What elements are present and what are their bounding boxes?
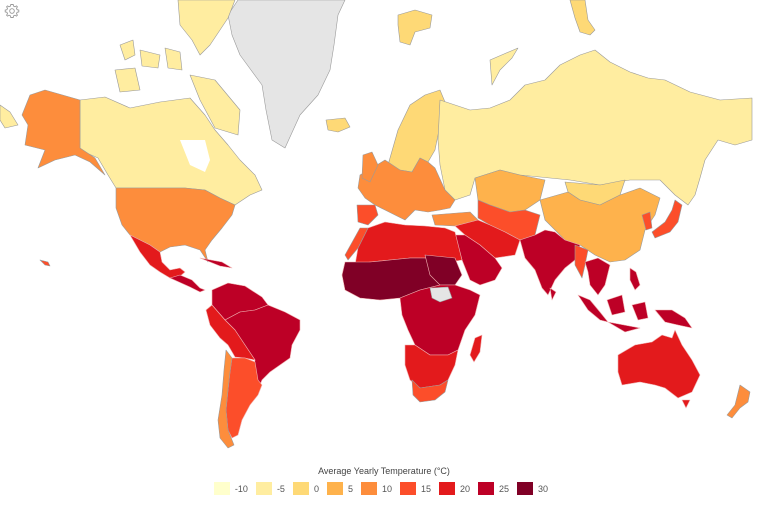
region-south-sudan[interactable] — [429, 286, 453, 303]
settings-gear-button[interactable] — [4, 3, 20, 19]
legend-label: -5 — [276, 483, 285, 494]
gear-icon — [4, 4, 20, 18]
region-canada-island-2[interactable] — [119, 39, 136, 61]
legend-item[interactable]: 0 — [292, 482, 319, 495]
legend-item[interactable]: 10 — [360, 482, 392, 495]
region-aleutians[interactable] — [0, 104, 19, 129]
legend-item[interactable]: -5 — [255, 482, 285, 495]
legend-swatch — [360, 482, 377, 495]
region-iceland[interactable] — [325, 117, 351, 133]
legend-swatch — [292, 482, 309, 495]
legend-label: 25 — [499, 483, 510, 494]
region-indonesia[interactable] — [577, 294, 649, 333]
legend-swatch — [213, 482, 230, 495]
region-svalbard[interactable] — [397, 9, 433, 46]
region-new-zealand[interactable] — [726, 384, 751, 419]
region-korea[interactable] — [641, 211, 653, 231]
legend-label: 0 — [313, 483, 319, 494]
region-tasmania[interactable] — [681, 399, 691, 409]
legend-item[interactable]: 5 — [326, 482, 353, 495]
legend-swatch — [400, 482, 416, 495]
region-india[interactable] — [519, 229, 581, 296]
region-canada-island-3[interactable] — [139, 49, 161, 69]
region-morocco[interactable] — [344, 227, 369, 261]
legend-item[interactable]: 20 — [439, 482, 470, 495]
region-mexico[interactable] — [129, 234, 186, 279]
region-canada[interactable] — [79, 96, 263, 206]
legend-swatch — [439, 482, 456, 495]
legend-swatch — [326, 482, 343, 495]
legend-item[interactable]: 15 — [400, 482, 431, 495]
region-iberia[interactable] — [356, 204, 379, 226]
legend-item[interactable]: 25 — [478, 482, 509, 495]
legend: Average Yearly Temperature (°C) -10 -5 0… — [0, 466, 768, 495]
legend-label: 30 — [538, 483, 549, 494]
legend-item[interactable]: 30 — [517, 482, 548, 495]
region-franz-josef[interactable] — [569, 0, 596, 36]
region-europe[interactable] — [357, 157, 456, 221]
legend-label: 10 — [381, 483, 392, 494]
legend-label: 20 — [460, 483, 471, 494]
legend-title: Average Yearly Temperature (°C) — [318, 466, 450, 476]
region-canada-island-5[interactable] — [164, 47, 183, 71]
region-southern-africa[interactable] — [404, 344, 459, 389]
region-japan[interactable] — [651, 199, 683, 239]
region-novaya-zemlya[interactable] — [489, 47, 519, 86]
region-canada-island-4[interactable] — [114, 67, 141, 93]
region-madagascar[interactable] — [469, 334, 483, 363]
region-peru-bolivia[interactable] — [205, 304, 256, 361]
legend-items: -10 -5 0 5 10 15 20 25 30 — [2, 482, 768, 495]
region-uk[interactable] — [361, 151, 379, 183]
legend-label: -10 — [234, 483, 248, 494]
region-canada-islands[interactable] — [177, 0, 236, 56]
legend-swatch — [255, 482, 272, 495]
region-sri-lanka[interactable] — [549, 287, 557, 301]
region-chile[interactable] — [217, 349, 235, 449]
legend-label: 15 — [421, 483, 432, 494]
region-central-east-africa[interactable] — [399, 284, 481, 356]
legend-swatch — [517, 482, 534, 495]
region-arabian-peninsula[interactable] — [454, 234, 503, 286]
region-hawaii[interactable] — [39, 259, 51, 267]
region-scandinavia[interactable] — [387, 89, 446, 173]
region-central-america[interactable] — [169, 274, 206, 293]
legend-item[interactable]: -10 — [213, 482, 248, 495]
legend-swatch — [478, 482, 495, 495]
region-southeast-asia[interactable] — [584, 257, 611, 296]
region-canada-island-6[interactable] — [189, 74, 241, 136]
region-myanmar[interactable] — [574, 244, 589, 279]
region-caribbean[interactable] — [199, 257, 233, 269]
legend-label: 5 — [347, 483, 353, 494]
region-australia[interactable] — [617, 329, 701, 399]
region-png[interactable] — [654, 309, 693, 329]
region-argentina[interactable] — [225, 357, 263, 439]
region-greenland[interactable] — [227, 0, 346, 149]
region-alaska[interactable] — [21, 89, 106, 176]
region-usa[interactable] — [115, 187, 236, 263]
region-south-africa[interactable] — [411, 379, 449, 403]
region-philippines[interactable] — [629, 267, 641, 291]
world-map — [0, 0, 753, 449]
